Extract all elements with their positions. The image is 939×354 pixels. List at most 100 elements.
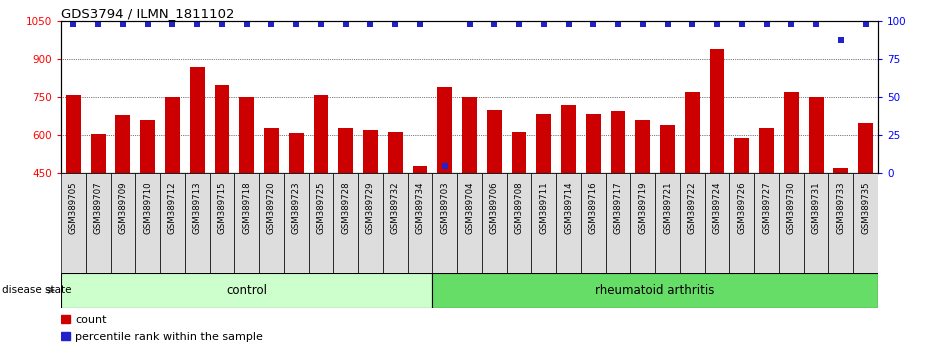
Point [314,22,329,27]
Point [438,163,453,169]
Bar [512,132,527,287]
Text: GSM389724: GSM389724 [713,181,721,234]
Text: GSM389732: GSM389732 [391,181,400,234]
Text: GSM389708: GSM389708 [515,181,524,234]
Bar [412,166,427,287]
Text: GSM389731: GSM389731 [811,181,821,234]
Text: GSM389713: GSM389713 [192,181,202,234]
Text: GSM389719: GSM389719 [639,181,647,234]
Bar [135,173,160,273]
Bar [531,173,556,273]
Bar [264,128,279,287]
Bar [710,49,725,287]
Bar [289,133,303,287]
Point [734,22,749,27]
Text: GSM389707: GSM389707 [94,181,102,234]
Bar [309,173,333,273]
Text: GSM389730: GSM389730 [787,181,796,234]
Bar [314,95,329,287]
Text: GSM389718: GSM389718 [242,181,252,234]
Bar [630,173,655,273]
Bar [808,97,824,287]
Point [66,22,81,27]
Point [115,22,131,27]
Bar [556,173,581,273]
Bar [235,173,259,273]
Bar [754,173,779,273]
Point [808,22,824,27]
Point [338,22,353,27]
Text: GSM389710: GSM389710 [143,181,152,234]
Bar [507,173,531,273]
Bar [91,134,105,287]
Bar [140,120,155,287]
Bar [730,173,754,273]
Text: GSM389727: GSM389727 [762,181,771,234]
Point [536,22,551,27]
Bar [338,128,353,287]
Bar [438,87,453,287]
Text: GSM389704: GSM389704 [465,181,474,234]
Text: GSM389726: GSM389726 [737,181,747,234]
Bar [388,132,403,287]
Bar [432,273,878,308]
Bar [363,130,377,287]
Bar [779,173,804,273]
Text: disease state: disease state [2,285,71,295]
Text: GSM389725: GSM389725 [316,181,326,234]
Bar [61,173,85,273]
Point [239,22,254,27]
Bar [655,173,680,273]
Point [610,22,625,27]
Bar [462,97,477,287]
Point [833,37,848,42]
Bar [185,173,209,273]
Text: percentile rank within the sample: percentile rank within the sample [75,332,263,342]
Bar [408,173,432,273]
Bar [61,332,70,340]
Bar [834,169,848,287]
Bar [828,173,854,273]
Bar [209,173,235,273]
Text: GSM389703: GSM389703 [440,181,449,234]
Bar [61,273,432,308]
Text: GSM389733: GSM389733 [837,181,845,234]
Text: GSM389705: GSM389705 [69,181,78,234]
Bar [562,105,576,287]
Bar [284,173,309,273]
Bar [854,173,878,273]
Text: GSM389722: GSM389722 [687,181,697,234]
Bar [214,85,229,287]
Bar [66,95,81,287]
Text: GSM389735: GSM389735 [861,181,870,234]
Bar [457,173,482,273]
Bar [432,173,457,273]
Text: rheumatoid arthritis: rheumatoid arthritis [595,284,715,297]
Bar [486,110,501,287]
Point [165,22,180,27]
Bar [685,92,700,287]
Point [636,22,651,27]
Text: GSM389711: GSM389711 [539,181,548,234]
Bar [333,173,358,273]
Bar [734,138,749,287]
Point [91,22,106,27]
Point [858,22,873,27]
Bar [383,173,408,273]
Text: GSM389734: GSM389734 [415,181,424,234]
Bar [358,173,383,273]
Bar [636,120,650,287]
Text: GSM389716: GSM389716 [589,181,598,234]
Bar [85,173,111,273]
Bar [610,111,625,287]
Point [140,22,155,27]
Bar [784,92,799,287]
Point [214,22,229,27]
Bar [586,114,601,287]
Bar [239,97,254,287]
Point [586,22,601,27]
Text: GSM389717: GSM389717 [613,181,623,234]
Text: GSM389712: GSM389712 [168,181,177,234]
Point [462,22,477,27]
Point [264,22,279,27]
